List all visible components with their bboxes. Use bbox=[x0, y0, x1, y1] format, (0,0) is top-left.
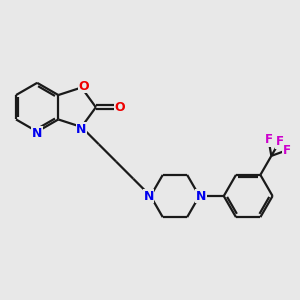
Text: N: N bbox=[143, 190, 154, 202]
Text: O: O bbox=[114, 101, 125, 114]
Text: F: F bbox=[283, 144, 291, 157]
Text: F: F bbox=[276, 135, 284, 148]
Text: F: F bbox=[265, 133, 272, 146]
Text: N: N bbox=[196, 190, 206, 202]
Text: N: N bbox=[76, 123, 87, 136]
Text: O: O bbox=[78, 80, 89, 92]
Text: N: N bbox=[32, 127, 42, 140]
